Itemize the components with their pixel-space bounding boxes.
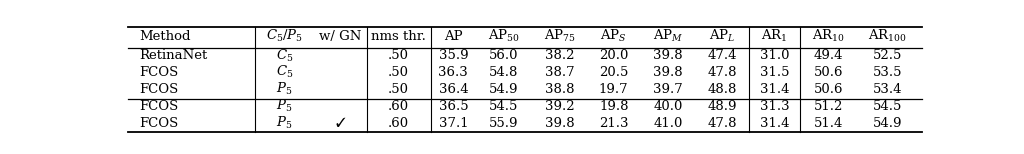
Text: .50: .50	[388, 83, 410, 96]
Text: $\checkmark$: $\checkmark$	[335, 116, 346, 130]
Text: AP: AP	[444, 30, 463, 43]
Text: .60: .60	[388, 117, 410, 130]
Text: AR$_{100}$: AR$_{100}$	[868, 28, 907, 44]
Text: 39.2: 39.2	[545, 100, 574, 113]
Text: 39.8: 39.8	[545, 117, 574, 130]
Text: 41.0: 41.0	[653, 117, 683, 130]
Text: 55.9: 55.9	[489, 117, 519, 130]
Text: 36.5: 36.5	[438, 100, 468, 113]
Text: RetinaNet: RetinaNet	[139, 49, 208, 62]
Text: 31.5: 31.5	[760, 66, 790, 79]
Text: 47.8: 47.8	[708, 66, 737, 79]
Text: FCOS: FCOS	[139, 117, 178, 130]
Text: 54.5: 54.5	[489, 100, 518, 113]
Text: 54.5: 54.5	[872, 100, 902, 113]
Text: $C_5$: $C_5$	[275, 47, 293, 64]
Text: .60: .60	[388, 100, 410, 113]
Text: 36.3: 36.3	[438, 66, 468, 79]
Text: Method: Method	[139, 30, 190, 43]
Text: w/ GN: w/ GN	[319, 30, 361, 43]
Text: 19.7: 19.7	[599, 83, 629, 96]
Text: $C_5/P_5$: $C_5/P_5$	[266, 28, 303, 44]
Text: 20.0: 20.0	[599, 49, 629, 62]
Text: 31.3: 31.3	[760, 100, 790, 113]
Text: 47.4: 47.4	[708, 49, 737, 62]
Text: 54.9: 54.9	[489, 83, 519, 96]
Text: 21.3: 21.3	[599, 117, 629, 130]
Text: 53.5: 53.5	[872, 66, 902, 79]
Text: .50: .50	[388, 66, 410, 79]
Text: 40.0: 40.0	[653, 100, 683, 113]
Text: 50.6: 50.6	[814, 83, 844, 96]
Text: 38.8: 38.8	[545, 83, 574, 96]
Text: 51.2: 51.2	[814, 100, 844, 113]
Text: 19.8: 19.8	[599, 100, 629, 113]
Text: FCOS: FCOS	[139, 66, 178, 79]
Text: $P_5$: $P_5$	[276, 98, 293, 114]
Text: 49.4: 49.4	[814, 49, 844, 62]
Text: AP$_L$: AP$_L$	[709, 28, 735, 44]
Text: 38.2: 38.2	[545, 49, 574, 62]
Text: 51.4: 51.4	[814, 117, 844, 130]
Text: $P_5$: $P_5$	[276, 81, 293, 97]
Text: FCOS: FCOS	[139, 83, 178, 96]
Text: 37.1: 37.1	[438, 117, 468, 130]
Text: 31.0: 31.0	[760, 49, 790, 62]
Text: 39.8: 39.8	[653, 49, 683, 62]
Text: 56.0: 56.0	[489, 49, 519, 62]
Text: AP$_{75}$: AP$_{75}$	[544, 28, 575, 44]
Text: FCOS: FCOS	[139, 100, 178, 113]
Text: 54.9: 54.9	[872, 117, 902, 130]
Text: 48.9: 48.9	[708, 100, 737, 113]
Text: AP$_S$: AP$_S$	[600, 28, 627, 44]
Text: 47.8: 47.8	[708, 117, 737, 130]
Text: 20.5: 20.5	[599, 66, 629, 79]
Text: .50: .50	[388, 49, 410, 62]
Text: 35.9: 35.9	[438, 49, 468, 62]
Text: 38.7: 38.7	[545, 66, 574, 79]
Text: 48.8: 48.8	[708, 83, 737, 96]
Text: AP$_M$: AP$_M$	[652, 28, 683, 44]
Text: 52.5: 52.5	[872, 49, 902, 62]
Text: $P_5$: $P_5$	[276, 115, 293, 131]
Text: 50.6: 50.6	[814, 66, 844, 79]
Text: 36.4: 36.4	[438, 83, 468, 96]
Text: AR$_{10}$: AR$_{10}$	[812, 28, 845, 44]
Text: 53.4: 53.4	[872, 83, 902, 96]
Text: 39.8: 39.8	[653, 66, 683, 79]
Text: 31.4: 31.4	[760, 117, 790, 130]
Text: AR$_1$: AR$_1$	[761, 28, 787, 44]
Text: 39.7: 39.7	[653, 83, 683, 96]
Text: $C_5$: $C_5$	[275, 64, 293, 80]
Text: nms thr.: nms thr.	[372, 30, 426, 43]
Text: 31.4: 31.4	[760, 83, 790, 96]
Text: 54.8: 54.8	[489, 66, 518, 79]
Text: AP$_{50}$: AP$_{50}$	[488, 28, 520, 44]
